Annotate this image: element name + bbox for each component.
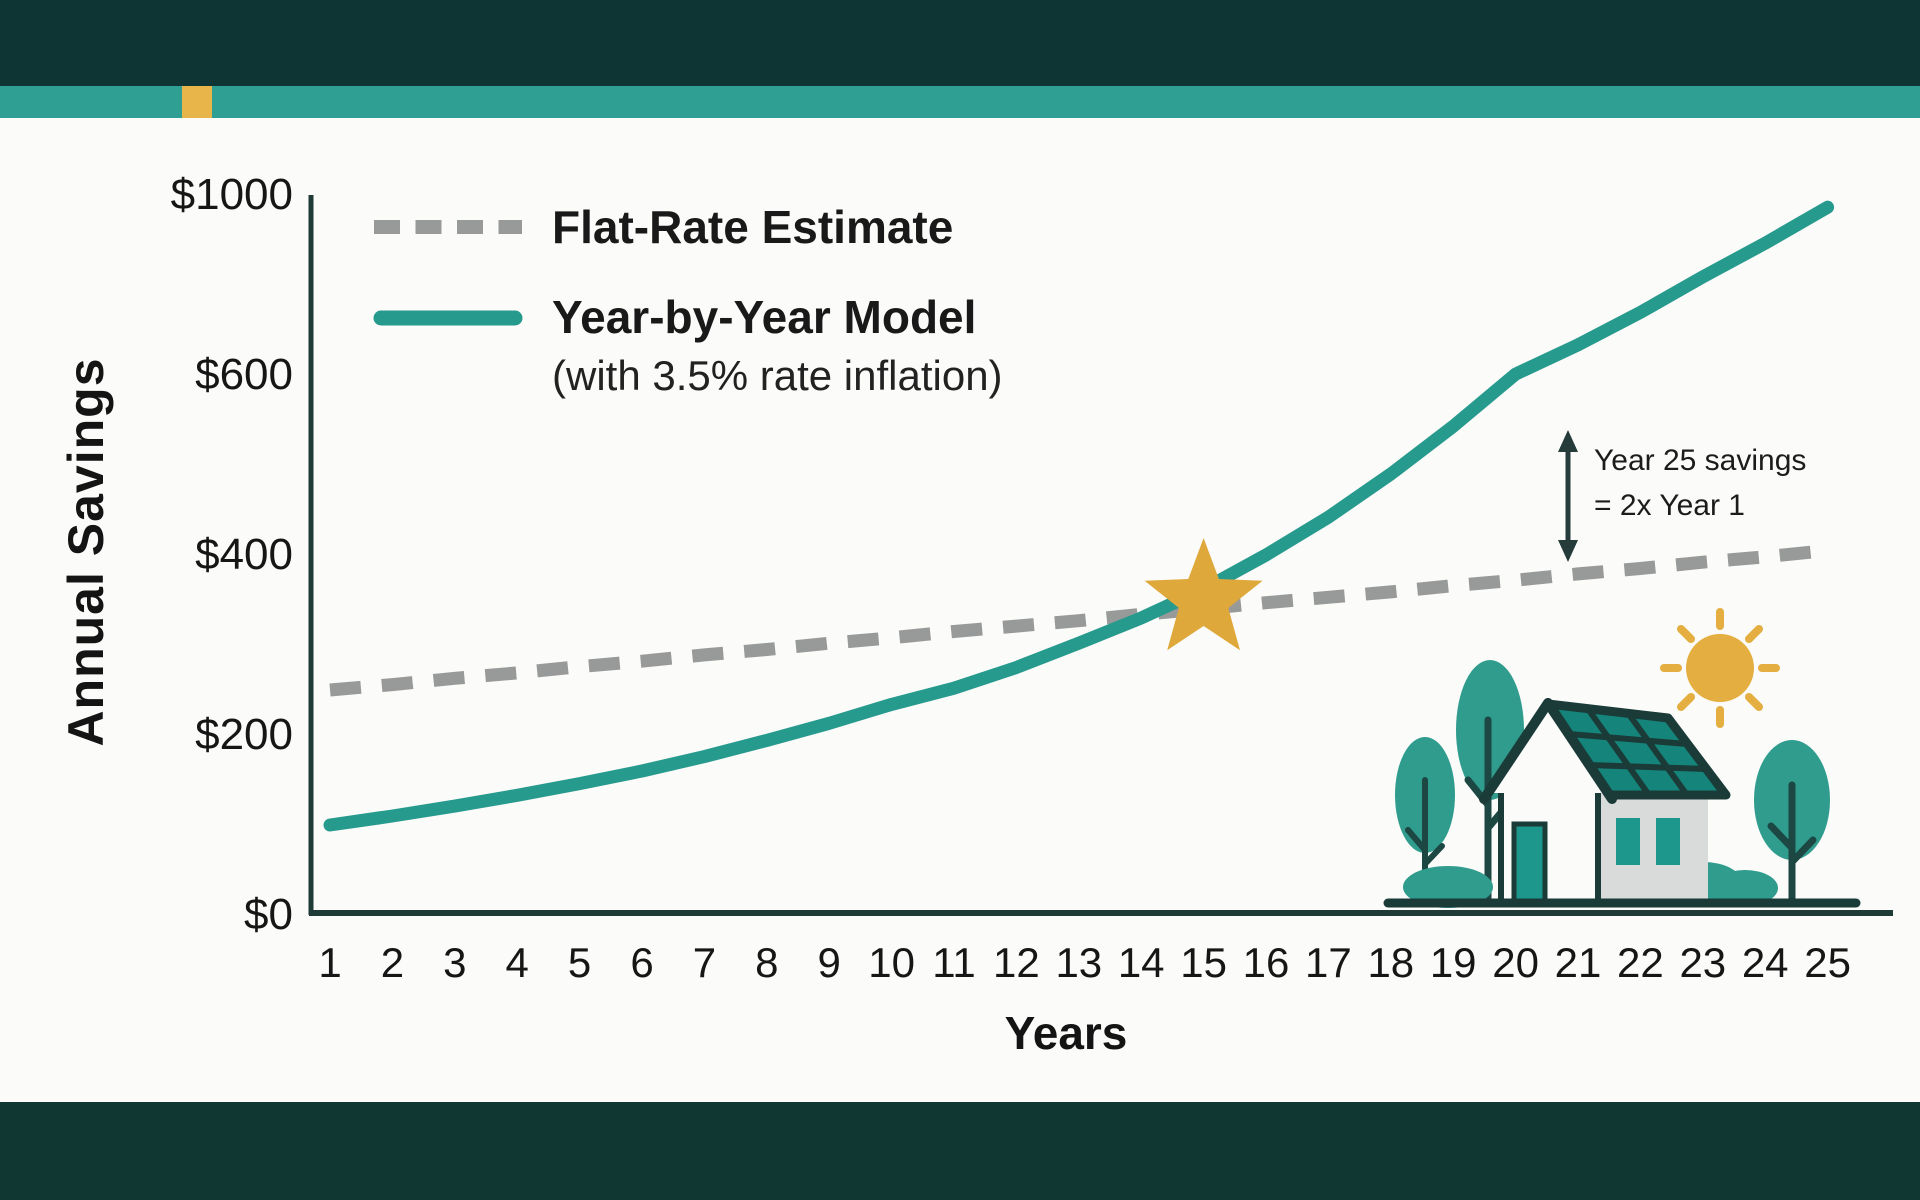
x-tick-label: 18 <box>1367 939 1415 986</box>
window-icon <box>1616 818 1640 865</box>
x-tick-label: 11 <box>932 939 976 986</box>
solar-house-illustration <box>1383 608 1861 908</box>
x-tick-label: 9 <box>817 939 841 986</box>
year25-callout-line2: = 2x Year 1 <box>1594 489 1745 522</box>
x-tick-label: 17 <box>1305 939 1352 986</box>
crossover-star-icon <box>1144 538 1263 651</box>
year-by-year-legend-label: Year-by-Year Model <box>552 291 977 343</box>
x-tick-label: 7 <box>692 939 717 986</box>
x-tick-label: 4 <box>505 939 529 986</box>
top-banner <box>0 0 1920 86</box>
x-tick-label: 25 <box>1804 939 1851 986</box>
window-icon <box>1656 818 1680 865</box>
door-icon <box>1511 821 1548 905</box>
annotation-double-arrow <box>1558 430 1578 562</box>
x-tick-label: 5 <box>567 939 592 986</box>
y-tick-label: $200 <box>195 710 293 759</box>
x-tick-label: 20 <box>1492 939 1539 986</box>
x-tick-label: 3 <box>443 939 467 986</box>
x-tick-label: 16 <box>1242 939 1290 986</box>
x-tick-label: 14 <box>1117 939 1165 986</box>
sun-icon <box>1660 608 1780 728</box>
bottom-banner <box>0 1102 1920 1200</box>
x-tick-label: 6 <box>630 939 654 986</box>
x-tick-label: 12 <box>993 939 1040 986</box>
x-tick-label: 10 <box>868 939 915 986</box>
flat-rate-legend-swatch <box>374 220 522 234</box>
y-tick-label: $1000 <box>170 170 293 219</box>
x-tick-label: 21 <box>1554 939 1602 986</box>
year25-callout: Year 25 savings = 2x Year 1 <box>1594 438 1920 528</box>
house-icon <box>1479 698 1731 905</box>
flat-rate-series-line <box>329 544 1829 697</box>
bush-icon <box>1403 866 1493 908</box>
y-tick-label: $600 <box>195 350 293 399</box>
tree-icon <box>1754 740 1830 907</box>
year25-callout-line1: Year 25 savings <box>1594 444 1807 477</box>
accent-stripe <box>0 86 1920 118</box>
x-tick-label: 24 <box>1741 939 1789 986</box>
x-tick-label: 1 <box>318 939 342 986</box>
x-axis-title: Years <box>1004 1007 1128 1059</box>
flat-rate-legend-label: Flat-Rate Estimate <box>552 201 954 253</box>
y-tick-label: $400 <box>195 530 293 579</box>
year-by-year-series-curve <box>323 200 1835 832</box>
year-by-year-legend-subtitle: (with 3.5% rate inflation) <box>552 352 1003 399</box>
y-tick-label: $0 <box>244 890 293 939</box>
x-tick-label: 15 <box>1180 939 1227 986</box>
x-tick-label: 8 <box>755 939 779 986</box>
accent-marker <box>182 86 212 118</box>
tree-icon <box>1395 737 1455 906</box>
x-tick-label: 13 <box>1055 939 1103 986</box>
x-tick-label: 19 <box>1429 939 1477 986</box>
x-tick-label: 23 <box>1679 939 1727 986</box>
year-by-year-legend-swatch <box>373 310 523 326</box>
x-tick-label: 2 <box>380 939 405 986</box>
x-tick-label: 22 <box>1617 939 1664 986</box>
bush-icon <box>1712 870 1778 906</box>
